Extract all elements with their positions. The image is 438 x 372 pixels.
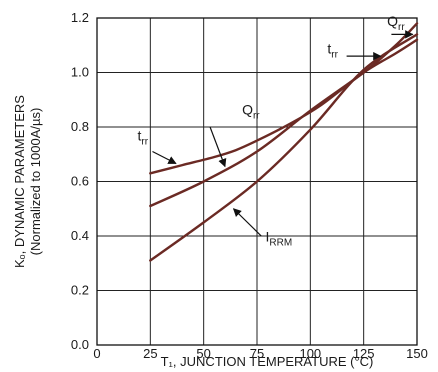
x-tick-label: 0 (93, 346, 100, 361)
y-tick-label: 0.4 (71, 228, 89, 243)
x-tick-label: 125 (353, 346, 375, 361)
series-annotations: Qrr trr IRRM Qrr trr (138, 13, 414, 248)
y-tick-label: 0.0 (71, 337, 89, 352)
x-tick-label: 150 (406, 346, 428, 361)
x-tick-label: 25 (143, 346, 157, 361)
annotation-label-t-rr: trr (138, 128, 149, 148)
y-axis-label: Kₒ, DYNAMIC PARAMETERS (12, 95, 27, 268)
y-tick-label: 1.2 (71, 10, 89, 25)
annotation-arrow-i-rrm (232, 208, 262, 237)
plot-area-frame (96, 17, 418, 346)
series-line-t-rr (149, 38, 419, 175)
series-line-i-rrm (149, 33, 419, 262)
y-tick-label: 0.8 (71, 119, 89, 134)
x-tick-label: 50 (196, 346, 210, 361)
annotation-label-i-rrm: IRRM (266, 228, 293, 248)
y-tick-label: 1.0 (71, 65, 89, 80)
x-tick-label: 100 (299, 346, 321, 361)
annotation-arrow-q-rr (209, 126, 227, 168)
series-group (149, 22, 419, 262)
x-tick-label: 75 (250, 346, 264, 361)
annotation-label-t-rr: trr (327, 40, 338, 60)
y-tick-label: 0.6 (71, 174, 89, 189)
y-axis-label-normalization: (Normalized to 1000A/µs) (28, 108, 43, 256)
x-axis-label: T₁, JUNCTION TEMPERATURE (°C) (161, 354, 374, 369)
annotation-label-q-rr: Qrr (387, 13, 405, 33)
series-line-q-rr (149, 22, 419, 208)
annotation-label-q-rr: Qrr (242, 102, 260, 122)
annotation-arrow-t-rr (152, 150, 177, 165)
tick-labels: 0 25 50 75 100 125 150 0.0 0.2 0.4 0.6 0.8 1.0 1.2 (71, 10, 428, 361)
y-tick-label: 0.2 (71, 283, 89, 298)
